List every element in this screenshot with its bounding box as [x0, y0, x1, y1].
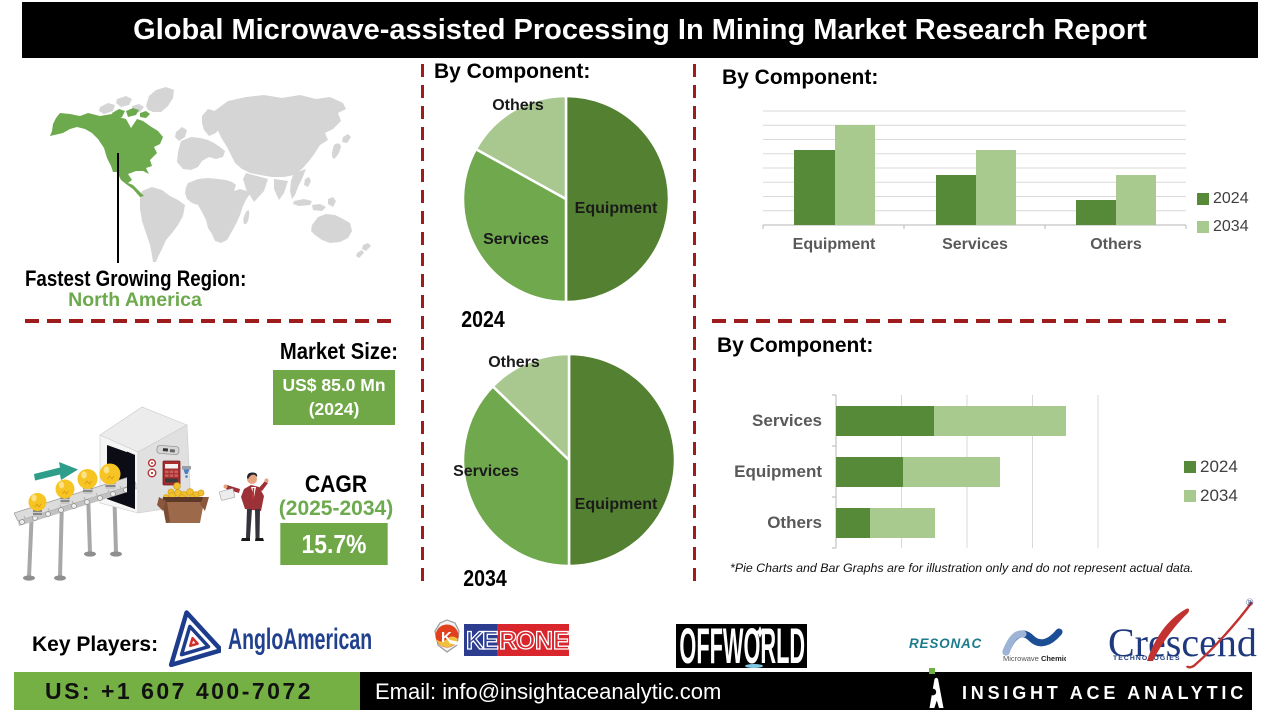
svg-text:Microwave Chemical: Microwave Chemical: [1003, 654, 1066, 663]
svg-text:E: E: [482, 627, 499, 655]
svg-text:R: R: [499, 627, 517, 655]
svg-text:K: K: [441, 629, 452, 646]
svg-text:E: E: [553, 627, 570, 655]
svg-text:®: ®: [1246, 598, 1254, 609]
svg-text:K: K: [466, 627, 484, 655]
svg-text:N: N: [535, 627, 553, 655]
svg-text:O: O: [516, 627, 535, 655]
